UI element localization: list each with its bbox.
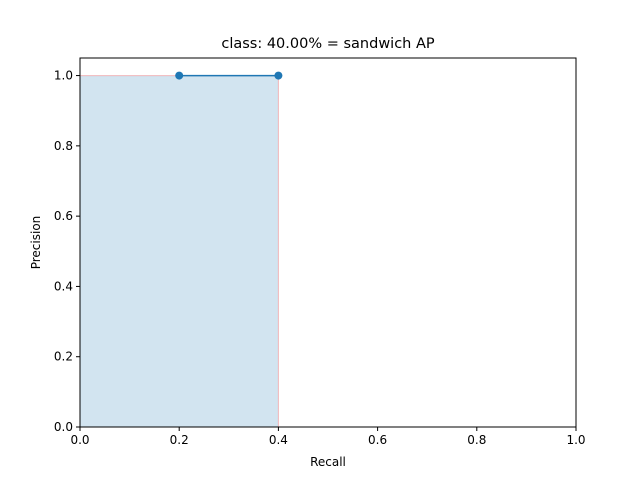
y-tick-label: 0.8 bbox=[54, 139, 73, 153]
plot-frame bbox=[79, 57, 577, 428]
y-axis-label: Precision bbox=[29, 216, 43, 270]
x-tick-label: 0.2 bbox=[170, 433, 189, 447]
x-tick-label: 1.0 bbox=[566, 433, 585, 447]
ap-area-group bbox=[79, 75, 279, 428]
ap-shaded-area bbox=[79, 75, 279, 428]
y-tick-label: 1.0 bbox=[54, 69, 73, 83]
x-tick-label: 0.0 bbox=[70, 433, 89, 447]
y-axis-ticks: 0.0 0.2 0.4 0.6 0.8 1.0 bbox=[54, 69, 80, 434]
series-point bbox=[175, 71, 184, 80]
chart-title: class: 40.00% = sandwich AP bbox=[221, 36, 435, 52]
x-tick-label: 0.6 bbox=[368, 433, 387, 447]
x-tick-label: 0.4 bbox=[269, 433, 288, 447]
series-point bbox=[274, 71, 283, 80]
x-tick-label: 0.8 bbox=[467, 433, 486, 447]
y-tick-label: 0.0 bbox=[54, 420, 73, 434]
y-tick-label: 0.6 bbox=[54, 209, 73, 223]
y-tick-label: 0.4 bbox=[54, 279, 73, 293]
x-axis-label: Recall bbox=[310, 455, 346, 469]
series-group bbox=[175, 71, 283, 80]
y-tick-label: 0.2 bbox=[54, 350, 73, 364]
x-axis-ticks: 0.0 0.2 0.4 0.6 0.8 1.0 bbox=[70, 427, 586, 447]
